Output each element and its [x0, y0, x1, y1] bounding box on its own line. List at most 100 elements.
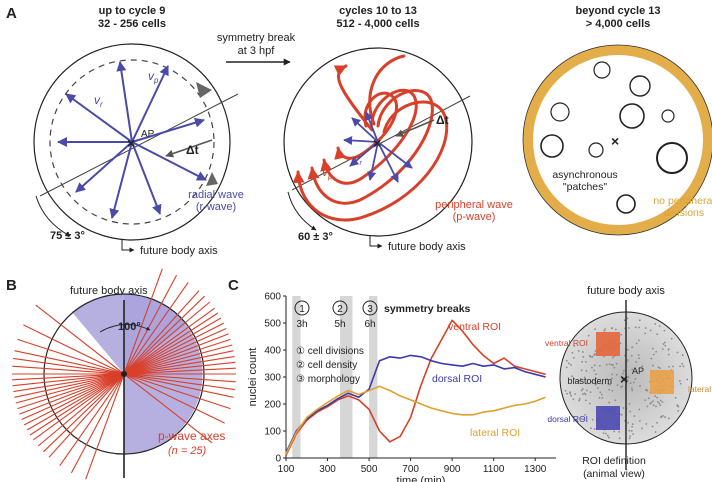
- x-tick-label: 900: [444, 464, 461, 475]
- blastoderm-dot: [591, 418, 594, 421]
- blastoderm-dot: [629, 435, 632, 438]
- blastoderm-dot: [580, 417, 583, 420]
- blastoderm-dot: [606, 434, 609, 437]
- blastoderm-dot: [601, 397, 604, 399]
- blastoderm-dot: [658, 402, 661, 405]
- blastoderm-dot: [651, 425, 654, 428]
- blastoderm-dot: [621, 385, 624, 388]
- stage2-wave: peripheral wave: [435, 199, 513, 211]
- series-label: lateral ROI: [470, 427, 520, 439]
- blastoderm-dot: [686, 378, 689, 381]
- blastoderm-dot: [615, 362, 618, 365]
- blastoderm-dot: [610, 377, 613, 380]
- blastoderm-dot: [632, 381, 635, 384]
- blastoderm-dot: [656, 333, 659, 336]
- blastoderm-dot: [588, 402, 591, 405]
- blastoderm-dot: [593, 428, 596, 430]
- blastoderm-dot: [645, 388, 648, 391]
- symmetry-breaks-label: symmetry breaks: [384, 303, 471, 315]
- y-tick-label: 400: [264, 346, 281, 357]
- blastoderm-dot: [638, 357, 640, 360]
- blastoderm-dot: [570, 394, 573, 397]
- blastoderm-dot: [631, 346, 634, 349]
- panel-a-letter: A: [6, 5, 17, 22]
- blastoderm-dot: [628, 437, 631, 440]
- roi-ap-label: AP: [632, 366, 644, 376]
- blastoderm-dot: [620, 414, 623, 416]
- blastoderm-dot: [610, 327, 613, 330]
- blastoderm-dot: [589, 391, 592, 394]
- roi-dorsal-label: dorsal ROI: [547, 414, 588, 424]
- blastoderm-dot: [583, 376, 586, 379]
- blastoderm-dot: [644, 399, 647, 402]
- blastoderm-dot: [590, 427, 592, 430]
- blastoderm-dot: [631, 423, 634, 426]
- stage3-patches: asynchronous: [552, 169, 617, 181]
- blastoderm-dot: [581, 360, 584, 363]
- blastoderm-dot: [657, 400, 659, 403]
- marker-2-num: 2: [337, 304, 343, 315]
- blastoderm-dot: [618, 437, 621, 440]
- blastoderm-dot: [614, 328, 617, 331]
- blastoderm-dot: [662, 343, 665, 345]
- marker-1-num: 1: [299, 304, 305, 315]
- blastoderm-dot: [628, 429, 631, 432]
- blastoderm-dot: [573, 377, 575, 380]
- stage1-axis: future body axis: [140, 245, 218, 257]
- blastoderm-dot: [640, 427, 643, 430]
- blastoderm-dot: [582, 418, 585, 421]
- stage3-nodiv: no peripheral: [653, 195, 712, 207]
- legend-cell-density: ② cell density: [296, 360, 357, 371]
- stage2-wave-abbr: (p-wave): [453, 211, 496, 223]
- blastoderm-dot: [644, 332, 647, 335]
- y-tick-label: 300: [264, 373, 281, 384]
- blastoderm-dot: [661, 348, 664, 351]
- blastoderm-dot: [591, 366, 593, 369]
- blastoderm-dot: [608, 363, 611, 366]
- blastoderm-dot: [679, 365, 682, 368]
- blastoderm-dot: [578, 379, 581, 382]
- roi-axis: future body axis: [587, 285, 665, 297]
- stage2-cross-icon: ×: [373, 135, 381, 151]
- blastoderm-dot: [608, 383, 610, 386]
- blastoderm-dot: [634, 326, 637, 329]
- blastoderm-dot: [659, 367, 661, 370]
- blastoderm-dot: [650, 357, 653, 360]
- blastoderm-dot: [608, 401, 611, 404]
- blastoderm-dot: [626, 380, 629, 382]
- blastoderm-dot: [581, 351, 584, 353]
- x-tick-label: 300: [319, 464, 336, 475]
- x-tick-label: 1100: [483, 464, 505, 475]
- blastoderm-dot: [593, 369, 596, 372]
- stage3-nodiv2: divisions: [664, 207, 704, 219]
- blastoderm-dot: [588, 354, 591, 357]
- blastoderm-dot: [616, 384, 619, 386]
- blastoderm-dot: [637, 354, 640, 356]
- y-tick-label: 100: [264, 427, 281, 438]
- blastoderm-dot: [645, 423, 648, 425]
- blastoderm-dot: [585, 389, 588, 392]
- blastoderm-dot: [633, 415, 636, 417]
- blastoderm-dot: [593, 354, 596, 357]
- blastoderm-dot: [622, 407, 625, 409]
- blastoderm-dot: [655, 350, 658, 353]
- stage1-vp: vp: [148, 69, 159, 85]
- blastoderm-dot: [566, 392, 568, 395]
- blastoderm-dot: [646, 389, 649, 392]
- blastoderm-dot: [667, 417, 670, 420]
- legend-cell-divisions: ① cell divisions: [296, 346, 364, 357]
- blastoderm-dot: [601, 382, 604, 385]
- x-tick-label: 1300: [524, 464, 547, 475]
- blastoderm-dot: [654, 322, 657, 325]
- blastoderm-dot: [590, 380, 593, 383]
- series-label: ventral ROI: [448, 321, 501, 333]
- transition-line1: symmetry break: [217, 32, 296, 44]
- blastoderm-dot: [663, 329, 666, 332]
- blastoderm-dot: [593, 364, 596, 367]
- blastoderm-dot: [565, 366, 568, 369]
- y-tick-label: 0: [275, 454, 281, 465]
- y-tick-label: 200: [264, 400, 281, 411]
- stage1-angle: 75 ± 3°: [50, 230, 85, 242]
- blastoderm-dot: [655, 405, 657, 408]
